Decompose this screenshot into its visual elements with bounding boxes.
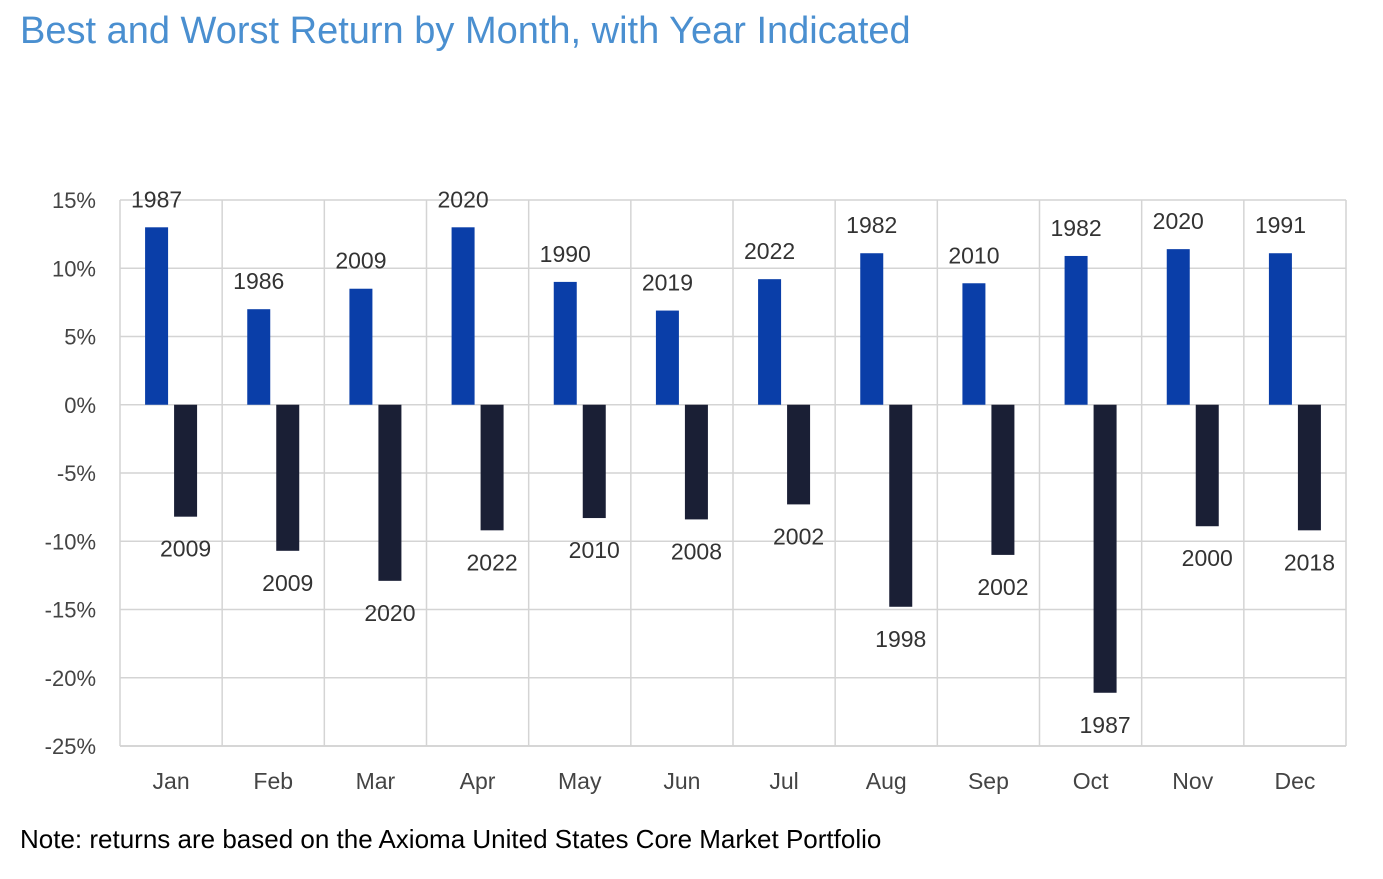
worst-year-label: 2000: [1182, 545, 1233, 571]
y-tick-label: -15%: [45, 598, 96, 623]
x-tick-label: Mar: [356, 768, 396, 794]
best-year-label: 2019: [642, 270, 693, 296]
best-return-bar: [1268, 253, 1292, 405]
chart-title: Best and Worst Return by Month, with Yea…: [20, 10, 911, 52]
worst-year-label: 1987: [1079, 712, 1130, 738]
worst-year-label: 2010: [569, 537, 620, 563]
worst-year-label: 2022: [466, 549, 517, 575]
worst-year-label: 1998: [875, 626, 926, 652]
worst-return-bar: [889, 404, 913, 607]
y-tick-label: -10%: [45, 529, 96, 554]
chart-note: Note: returns are based on the Axioma Un…: [20, 824, 882, 854]
y-tick-label: 5%: [64, 325, 96, 350]
x-axis-ticks: Jan Feb Mar Apr May Jun Jul Aug Sep Oct Nov Dec: [153, 768, 1316, 794]
best-year-label: 2022: [744, 238, 795, 264]
best-year-label: 1982: [846, 212, 897, 238]
best-return-bar: [1064, 255, 1088, 405]
best-year-label: 2020: [437, 186, 488, 212]
worst-return-bar: [1093, 404, 1117, 693]
x-tick-label: Oct: [1073, 768, 1109, 794]
x-tick-label: Aug: [866, 768, 907, 794]
grid: [119, 199, 1347, 747]
x-tick-label: Nov: [1172, 768, 1213, 794]
bars: [145, 227, 1321, 693]
worst-return-bar: [991, 404, 1015, 555]
worst-year-label: 2008: [671, 538, 722, 564]
y-tick-label: -20%: [45, 666, 96, 691]
x-tick-label: Feb: [253, 768, 293, 794]
worst-year-label: 2009: [262, 570, 313, 596]
x-tick-label: Jan: [153, 768, 190, 794]
worst-return-bar: [582, 404, 606, 519]
best-return-bar: [145, 227, 169, 405]
best-return-bar: [247, 309, 271, 405]
worst-year-label: 2020: [364, 600, 415, 626]
worst-return-bar: [174, 404, 198, 517]
worst-year-label: 2002: [977, 574, 1028, 600]
y-tick-label: -5%: [57, 461, 96, 486]
worst-return-bar: [276, 404, 300, 551]
best-return-bar: [451, 227, 475, 405]
best-year-label: 2020: [1153, 208, 1204, 234]
best-return-bar: [655, 310, 679, 405]
worst-return-bar: [787, 404, 811, 505]
best-year-label: 1982: [1050, 215, 1101, 241]
best-return-bar: [553, 281, 577, 405]
data-labels: 1987 1986 2009 2020 1990 2019 2022 1982 2010 1982…: [131, 186, 1335, 737]
best-year-label: 2010: [948, 242, 999, 268]
y-tick-label: 0%: [64, 393, 96, 418]
best-return-bar: [860, 253, 884, 405]
y-tick-label: -25%: [45, 734, 96, 759]
worst-year-label: 2018: [1284, 549, 1335, 575]
y-axis-ticks: 15% 10% 5% 0% -5% -10% -15% -20% -25%: [45, 188, 96, 759]
worst-return-bar: [378, 404, 402, 581]
x-tick-label: Dec: [1274, 768, 1315, 794]
best-return-bar: [962, 283, 986, 405]
best-return-bar: [349, 288, 373, 405]
x-tick-label: Jul: [769, 768, 798, 794]
best-year-label: 2009: [335, 248, 386, 274]
worst-return-bar: [684, 404, 708, 520]
y-tick-label: 15%: [52, 188, 96, 213]
best-year-label: 1986: [233, 268, 284, 294]
best-year-label: 1990: [540, 241, 591, 267]
best-year-label: 1987: [131, 186, 182, 212]
x-tick-label: Jun: [663, 768, 700, 794]
worst-return-bar: [1195, 404, 1219, 527]
x-tick-label: Apr: [460, 768, 496, 794]
x-tick-label: Sep: [968, 768, 1009, 794]
best-year-label: 1991: [1255, 212, 1306, 238]
worst-year-label: 2002: [773, 523, 824, 549]
worst-return-bar: [1297, 404, 1321, 531]
worst-year-label: 2009: [160, 536, 211, 562]
worst-return-bar: [480, 404, 504, 531]
y-tick-label: 10%: [52, 256, 96, 281]
x-tick-label: May: [558, 768, 602, 794]
best-return-bar: [758, 279, 782, 405]
best-return-bar: [1166, 249, 1190, 405]
